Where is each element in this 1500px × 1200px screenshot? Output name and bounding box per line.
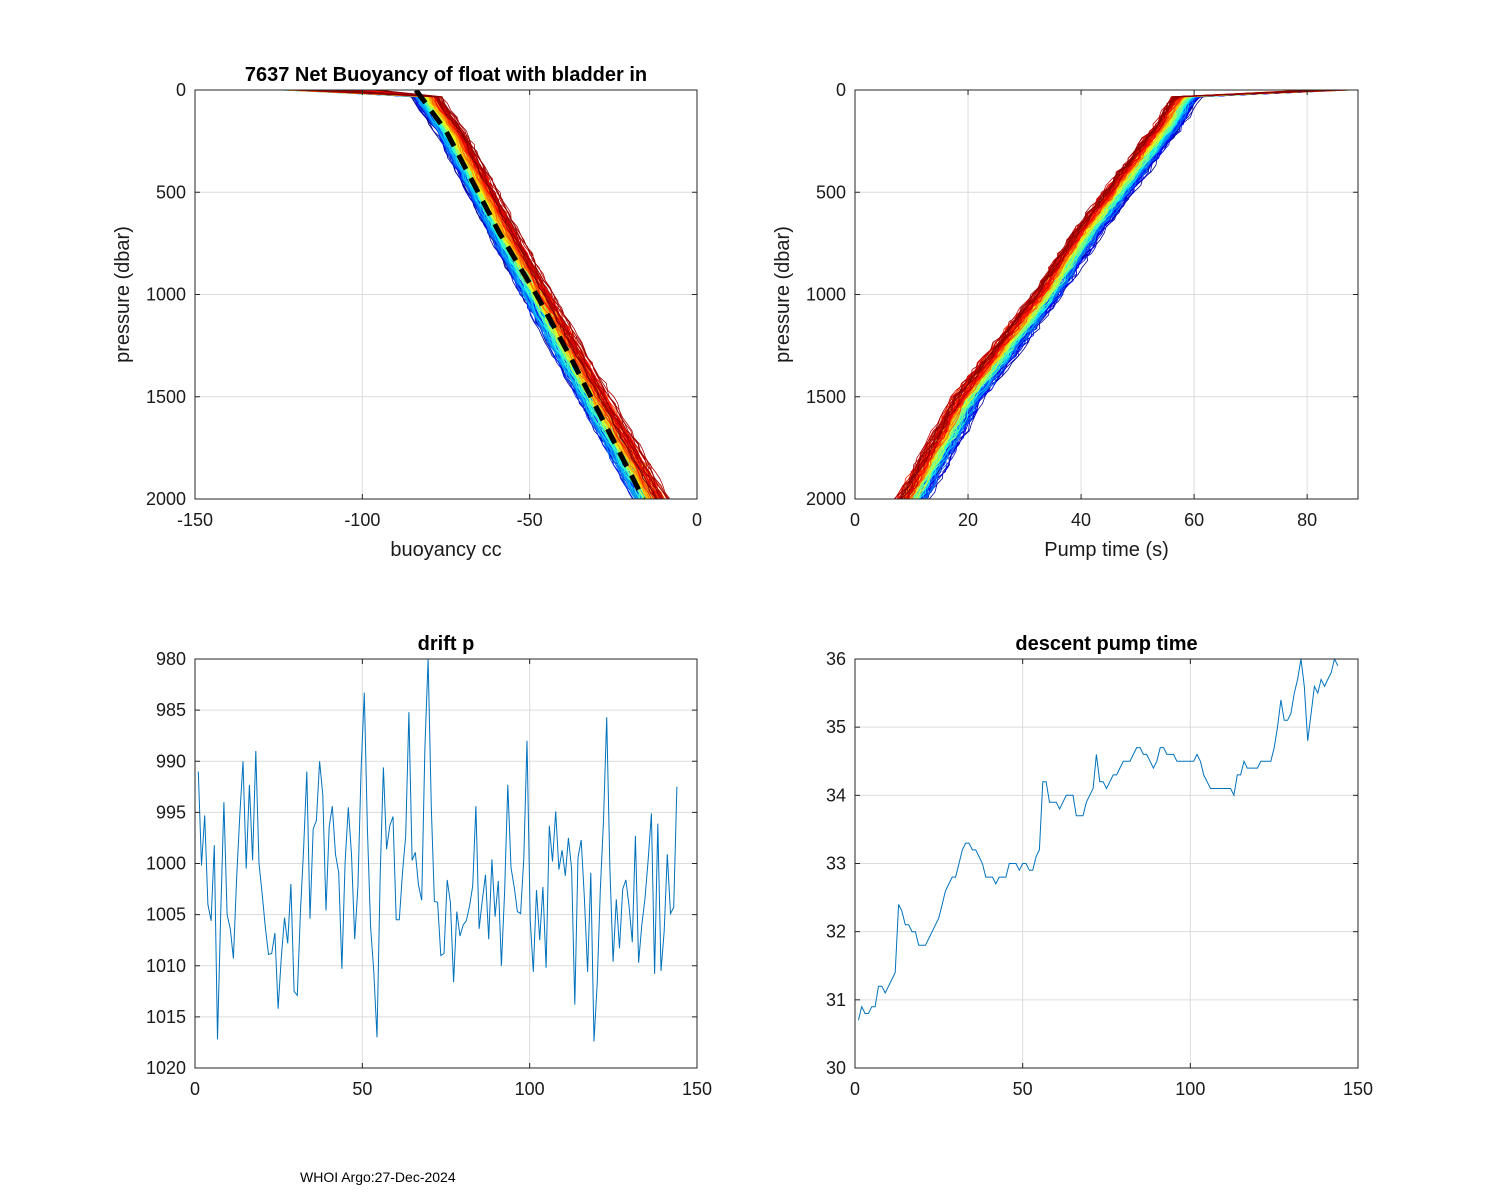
x-tick-label: 0: [850, 1079, 860, 1099]
plot-data: [279, 90, 671, 499]
y-tick-label: 1000: [806, 285, 846, 305]
y-tick-label: 34: [826, 785, 846, 805]
y-tick-label: 985: [156, 700, 186, 720]
series-line: [857, 659, 1339, 1021]
y-tick-label: 30: [826, 1058, 846, 1078]
x-tick-label: 0: [850, 510, 860, 530]
plot-data: [857, 659, 1339, 1021]
series-line: [197, 659, 678, 1042]
x-tick-label: -50: [517, 510, 543, 530]
y-tick-label: 0: [836, 80, 846, 100]
y-tick-label: 500: [816, 182, 846, 202]
profile-line: [336, 90, 661, 499]
x-tick-label: 50: [1013, 1079, 1033, 1099]
y-tick-label: 1000: [146, 285, 186, 305]
y-axis-label: pressure (dbar): [112, 226, 134, 363]
x-tick-label: 80: [1297, 510, 1317, 530]
plot-data: [893, 90, 1353, 499]
y-axis-label: pressure (dbar): [772, 226, 794, 363]
x-axis-label: Pump time (s): [1044, 539, 1168, 561]
footer-credit: WHOI Argo:27-Dec-2024: [300, 1169, 456, 1185]
profile-line: [893, 90, 1317, 499]
profile-line: [331, 90, 658, 499]
x-tick-label: 0: [692, 510, 702, 530]
pump-time-profile-panel: 0 20 40 60 80 0 500 1000 1500 2000 Pump time (s) pr…: [772, 80, 1359, 561]
y-tick-label: 36: [826, 649, 846, 669]
x-tick-label: 150: [682, 1079, 712, 1099]
profile-line: [286, 90, 636, 499]
descent-pump-time-panel: 0 50 100 150 30 31 32 33 34 35 36 descent pump time: [826, 633, 1373, 1099]
chart-title: descent pump time: [1015, 633, 1197, 655]
x-axis-label: buoyancy cc: [390, 539, 501, 561]
profile-line: [901, 90, 1326, 499]
profile-line: [373, 90, 639, 499]
profile-line: [319, 90, 642, 499]
y-tick-label: 980: [156, 649, 186, 669]
y-tick-label: 1500: [146, 387, 186, 407]
y-tick-label: 35: [826, 717, 846, 737]
x-tick-label: 20: [958, 510, 978, 530]
profile-line: [377, 90, 669, 499]
y-tick-label: 2000: [146, 489, 186, 509]
x-tick-label: 40: [1071, 510, 1091, 530]
profile-line: [371, 90, 664, 499]
profile-line: [926, 90, 1319, 499]
profile-line: [329, 90, 634, 499]
y-tick-label: 1020: [146, 1058, 186, 1078]
buoyancy-profile-panel: -150 -100 -50 0 0 500 1000 1500 2000 7637 Net Buo…: [112, 64, 702, 561]
chart-title: 7637 Net Buoyancy of float with bladder …: [245, 64, 647, 86]
y-tick-label: 1010: [146, 956, 186, 976]
y-tick-label: 1005: [146, 905, 186, 925]
y-tick-label: 33: [826, 854, 846, 874]
x-tick-label: 100: [515, 1079, 545, 1099]
x-tick-label: 150: [1343, 1079, 1373, 1099]
y-tick-label: 1015: [146, 1007, 186, 1027]
y-tick-label: 500: [156, 182, 186, 202]
profile-line: [331, 90, 634, 499]
x-tick-label: -100: [344, 510, 380, 530]
profile-line: [345, 90, 640, 499]
y-tick-label: 1500: [806, 387, 846, 407]
x-tick-label: 0: [190, 1079, 200, 1099]
x-tick-label: 100: [1175, 1079, 1205, 1099]
y-tick-label: 995: [156, 802, 186, 822]
profile-line: [307, 90, 657, 499]
x-tick-label: -150: [177, 510, 213, 530]
y-tick-label: 990: [156, 751, 186, 771]
x-tick-label: 50: [352, 1079, 372, 1099]
y-tick-label: 1000: [146, 854, 186, 874]
y-tick-label: 2000: [806, 489, 846, 509]
y-tick-label: 32: [826, 922, 846, 942]
y-tick-label: 0: [176, 80, 186, 100]
x-tick-label: 60: [1184, 510, 1204, 530]
profile-line: [900, 90, 1345, 499]
drift-pressure-panel: 0 50 100 150 980 985 990 995 1000 1005 1010 1015 102…: [146, 633, 712, 1099]
plot-data: [197, 659, 678, 1042]
y-tick-label: 31: [826, 990, 846, 1010]
chart-title: drift p: [418, 633, 475, 655]
